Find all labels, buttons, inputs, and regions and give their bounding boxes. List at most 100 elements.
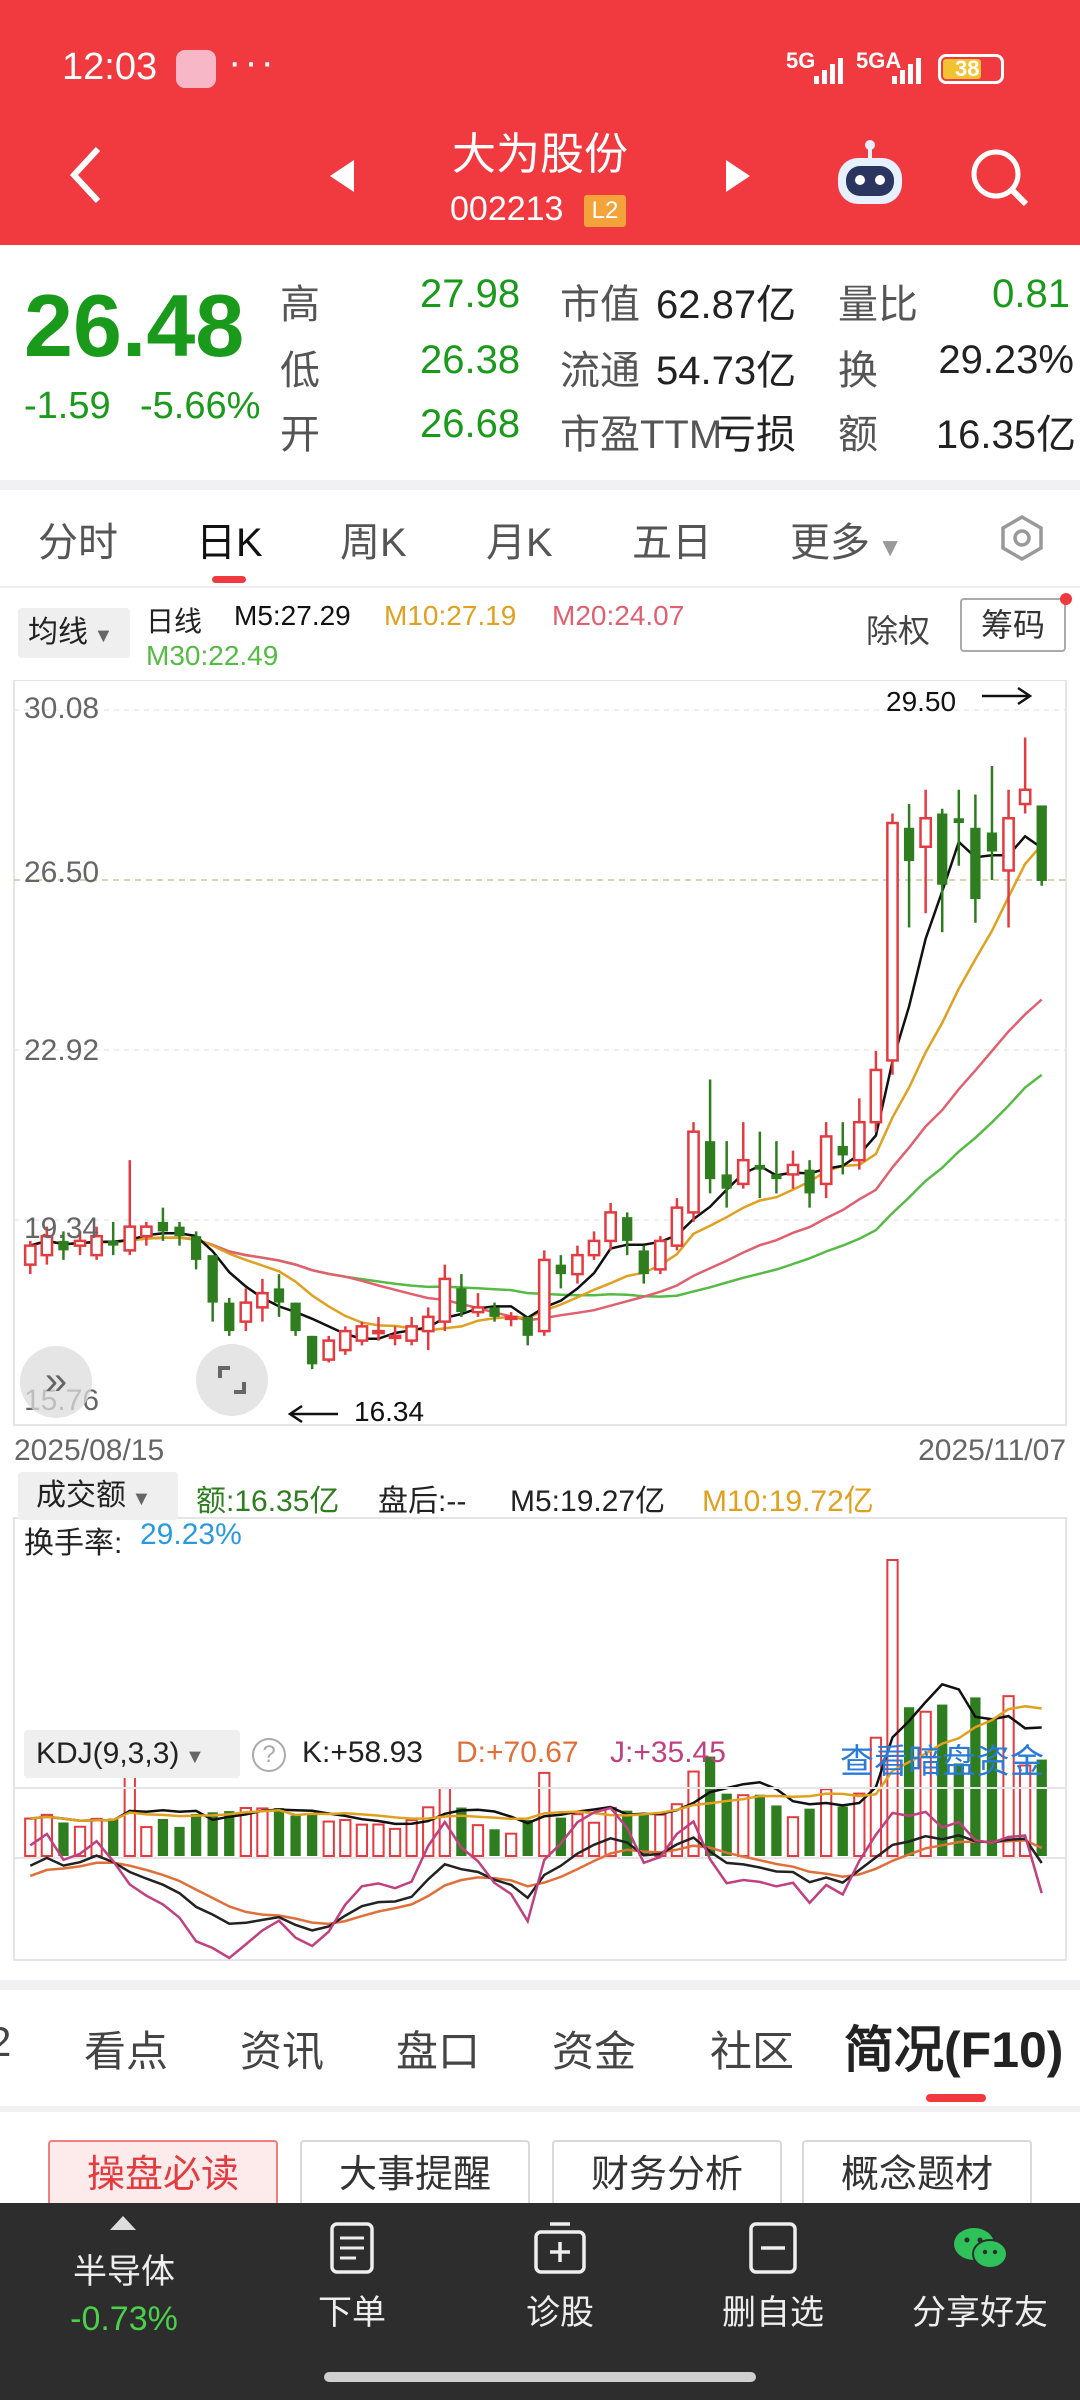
tab-more[interactable]: 更多 ▼	[790, 510, 903, 568]
tab-partial[interactable]: 2	[0, 2018, 11, 2066]
fullscreen-icon[interactable]	[196, 1344, 268, 1416]
volume-bar-up	[504, 1832, 518, 1857]
volume-bar-down	[157, 1819, 169, 1856]
volume-bar-down	[771, 1805, 782, 1856]
candle-up	[338, 1329, 352, 1352]
volume-bar-up	[1018, 1764, 1032, 1858]
tab-daily-k[interactable]: 日K	[196, 521, 263, 565]
financial-analysis-button[interactable]: 财务分析	[552, 2140, 782, 2210]
more-notifications-icon: ···	[228, 40, 277, 84]
diagnose-icon	[534, 2222, 586, 2274]
candle-up	[604, 1211, 618, 1243]
tab-weekly-k[interactable]: 周K	[340, 521, 407, 565]
after-hours: 盘后:--	[378, 1485, 467, 1518]
header-bar: 12:03 ··· 5G 5GA 38 大为股份 002213 L2	[0, 0, 1080, 245]
candle-down	[190, 1236, 202, 1260]
tab-f10-profile[interactable]: 简况(F10)	[844, 2022, 1064, 2078]
volume-bar-up	[355, 1823, 369, 1857]
tab-monthly-k[interactable]: 月K	[486, 521, 553, 565]
candle-down	[721, 1174, 732, 1189]
volume-bar-down	[108, 1818, 119, 1856]
volume-m10: M10:19.72亿	[702, 1485, 874, 1518]
diagnose-button[interactable]: 诊股	[485, 2220, 635, 2334]
label-turnover: 换	[838, 349, 878, 393]
candle-down	[804, 1169, 815, 1194]
tab-news[interactable]: 资讯	[240, 2028, 325, 2075]
volume-bar-up	[372, 1823, 385, 1858]
volume-bar-up	[919, 1710, 932, 1858]
stock-chart[interactable]	[0, 680, 1080, 1970]
volume-bar-up	[687, 1770, 700, 1857]
current-price: 26.48	[24, 276, 245, 375]
volume-bar-up	[73, 1825, 87, 1857]
min-price-label: 16.34	[354, 1396, 425, 1427]
candle-down	[638, 1250, 649, 1275]
candle-up	[819, 1135, 833, 1186]
kdj-selector[interactable]: KDJ(9,3,3) ▼	[24, 1730, 240, 1778]
status-time: 12:03	[62, 46, 158, 88]
expand-panel-icon[interactable]: »	[20, 1346, 92, 1418]
volume-bar-up	[422, 1806, 435, 1858]
candle-up	[73, 1239, 87, 1247]
candle-down	[456, 1288, 467, 1313]
must-read-button[interactable]: 操盘必读	[48, 2140, 278, 2210]
volume-bar-up	[256, 1807, 269, 1858]
ai-robot-icon[interactable]	[832, 140, 908, 210]
dark-pool-link[interactable]: 查看暗盘资金	[840, 1743, 1044, 1781]
remove-watchlist-button[interactable]: 删自选	[693, 2220, 853, 2334]
candle-down	[986, 832, 998, 852]
label-high: 高	[280, 283, 320, 327]
candle-up	[239, 1301, 253, 1323]
dropdown-icon: ▼	[870, 532, 903, 562]
candle-up	[438, 1277, 452, 1323]
volume-bar-down	[1036, 1759, 1047, 1856]
kdj-j-line	[29, 1806, 1043, 1960]
candle-down	[522, 1316, 533, 1336]
candle-down	[224, 1302, 235, 1332]
tab-highlights[interactable]: 看点	[84, 2028, 169, 2075]
volume-bar-up	[90, 1817, 103, 1857]
concept-button[interactable]: 概念题材	[802, 2140, 1032, 2210]
share-button[interactable]: 分享好友	[900, 2220, 1060, 2334]
candle-up	[687, 1130, 700, 1214]
candle-down	[771, 1174, 782, 1180]
volume-selector[interactable]: 成交额 ▼	[18, 1472, 178, 1520]
back-arrow-icon[interactable]	[66, 145, 106, 205]
dropdown-icon: ▼	[179, 1746, 205, 1768]
next-stock-icon[interactable]	[724, 158, 752, 194]
ma20-value: M20:24.07	[552, 600, 685, 631]
tab-more-label: 更多	[790, 521, 870, 565]
kline-frame	[13, 680, 1067, 1426]
stock-code: 002213	[450, 190, 564, 228]
tab-intraday[interactable]: 分时	[38, 521, 118, 565]
volume-bar-down	[522, 1819, 533, 1856]
ma30-line	[29, 1073, 1043, 1298]
events-button[interactable]: 大事提醒	[300, 2140, 530, 2210]
period-label: 日线	[146, 606, 203, 637]
volume-bar-up	[1002, 1695, 1015, 1858]
candle-up	[355, 1325, 369, 1342]
active-tab-indicator	[212, 576, 246, 583]
tab-community[interactable]: 社区	[710, 2028, 795, 2075]
volume-bar-down	[489, 1829, 500, 1856]
divider	[0, 586, 1080, 588]
help-icon[interactable]: ?	[252, 1738, 286, 1772]
dropdown-icon: ▼	[126, 1488, 152, 1510]
value-float: 54.73亿	[656, 349, 797, 393]
settings-hex-icon[interactable]	[998, 514, 1046, 562]
tab-five-day[interactable]: 五日	[632, 521, 712, 565]
tab-funds[interactable]: 资金	[552, 2028, 637, 2075]
prev-stock-icon[interactable]	[328, 158, 356, 194]
expand-up-icon[interactable]	[108, 2214, 138, 2232]
ma-selector[interactable]: 均线 ▼	[18, 608, 130, 658]
tab-order-book[interactable]: 盘口	[396, 2028, 481, 2075]
home-indicator[interactable]	[324, 2372, 756, 2382]
chips-button[interactable]: 筹码	[960, 598, 1066, 652]
search-icon[interactable]	[968, 146, 1030, 208]
sector-name[interactable]: 半导体	[73, 2253, 175, 2291]
level2-badge: L2	[584, 195, 626, 227]
turnover-rate-value: 29.23%	[140, 1518, 242, 1551]
volume-bar-up	[322, 1820, 335, 1858]
ex-right-button[interactable]: 除权	[866, 613, 931, 649]
order-button[interactable]: 下单	[277, 2220, 427, 2334]
